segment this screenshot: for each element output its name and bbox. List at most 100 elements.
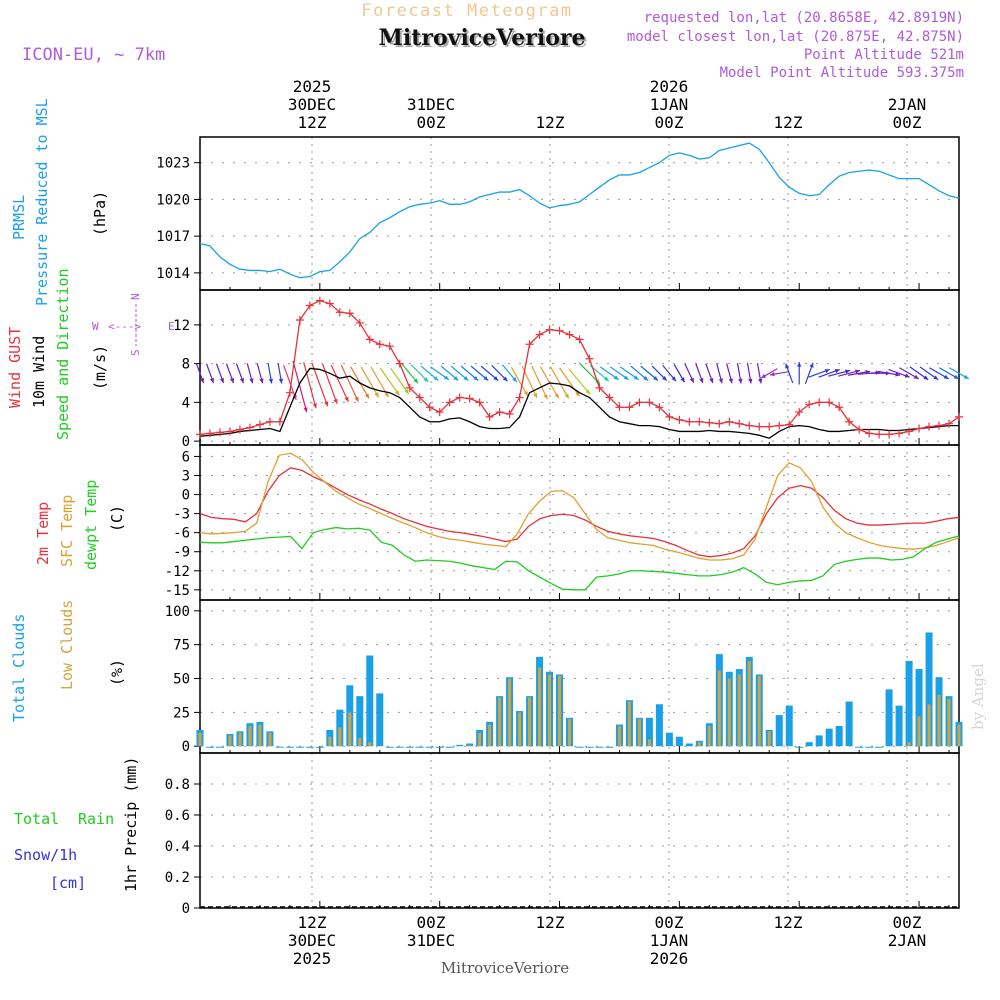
gust-marker bbox=[645, 398, 654, 407]
bottom-time-label: 30DEC bbox=[288, 931, 336, 950]
ytick-label: 100 bbox=[165, 604, 190, 620]
wind-arrow-head bbox=[219, 378, 225, 383]
bottom-time-label: 00Z bbox=[893, 913, 922, 932]
low-cloud-bar bbox=[927, 704, 931, 747]
ytick-label: -6 bbox=[173, 526, 190, 542]
wind-arrow-head bbox=[633, 375, 639, 380]
wind-arrow-head bbox=[384, 392, 389, 398]
wind-arrow-head bbox=[564, 393, 569, 399]
total-cloud-bar bbox=[845, 701, 853, 747]
cloud-label: Low Clouds bbox=[58, 600, 76, 690]
low-cloud-bar bbox=[767, 731, 771, 747]
gust-marker bbox=[375, 340, 384, 349]
total-cloud-bar bbox=[915, 669, 923, 747]
point-altitude: Point Altitude 521m bbox=[804, 47, 964, 63]
gust-marker bbox=[745, 421, 754, 430]
requested-coords: requested lon,lat (20.8658E, 42.8919N) bbox=[644, 10, 964, 26]
total-cloud-bar bbox=[685, 743, 693, 747]
gust-marker bbox=[815, 398, 824, 407]
wind-arrow-head bbox=[312, 403, 317, 409]
wind-arrow bbox=[322, 363, 338, 404]
gust-marker bbox=[555, 326, 564, 335]
total-cloud-bar bbox=[456, 744, 464, 747]
dewpt-line bbox=[199, 526, 960, 591]
gust-marker bbox=[765, 422, 774, 431]
top-time-label: 00Z bbox=[893, 113, 922, 132]
low-cloud-bar bbox=[348, 712, 352, 747]
wind-arrow bbox=[558, 367, 581, 397]
cloud-unit: (%) bbox=[108, 659, 126, 686]
low-cloud-bar bbox=[518, 712, 522, 747]
station-title: MitroviceVeriore bbox=[381, 27, 588, 53]
wind-arrow-head bbox=[239, 378, 244, 383]
wind-arrow-head bbox=[344, 396, 349, 402]
gust-marker bbox=[455, 393, 464, 402]
gust-marker bbox=[905, 427, 914, 436]
gust-marker bbox=[335, 308, 344, 317]
wind-arrow-head bbox=[623, 375, 629, 380]
gust-marker bbox=[805, 400, 814, 409]
wind-arrow-head bbox=[834, 368, 840, 374]
low-cloud-bar bbox=[478, 732, 482, 747]
wind-arrow-head bbox=[554, 393, 559, 399]
temp-unit: (C) bbox=[108, 505, 126, 532]
gust-marker bbox=[715, 419, 724, 428]
panel-frame-clouds bbox=[199, 599, 960, 754]
total-cloud-bar bbox=[645, 717, 653, 747]
bottom-time-label: 2025 bbox=[293, 949, 332, 968]
wind-arrow-head bbox=[943, 374, 949, 379]
bottom-time-label: 12Z bbox=[536, 913, 565, 932]
low-cloud-bar bbox=[617, 725, 621, 747]
precip-label-total: Total bbox=[14, 810, 59, 828]
wind-arrow-head bbox=[603, 376, 609, 382]
pressure-label: Pressure Reduced to MSL bbox=[33, 98, 51, 306]
gust-marker bbox=[355, 318, 364, 327]
wind-arrow-head bbox=[738, 378, 743, 384]
wind-arrow-head bbox=[855, 369, 860, 374]
low-cloud-bar bbox=[198, 732, 202, 747]
wind-label: Speed and Direction bbox=[54, 268, 72, 440]
bottom-time-label: 12Z bbox=[298, 913, 327, 932]
gust-marker bbox=[345, 309, 354, 318]
ytick-label: 50 bbox=[173, 672, 190, 688]
wind-arrow-head bbox=[671, 376, 677, 382]
gust-marker bbox=[545, 325, 554, 334]
wind-arrow-head bbox=[443, 375, 449, 380]
gust-marker bbox=[935, 421, 944, 430]
cloud-label: Total Clouds bbox=[10, 614, 28, 722]
gust-marker bbox=[955, 412, 963, 421]
low-cloud-bar bbox=[917, 716, 921, 747]
gust-marker bbox=[785, 420, 794, 429]
gust-marker bbox=[705, 418, 714, 427]
total-cloud-bar bbox=[825, 728, 833, 747]
wind-arrow-head bbox=[433, 375, 439, 381]
low-cloud-bar bbox=[957, 724, 961, 747]
ytick-label: 0 bbox=[182, 434, 190, 450]
wind-arrow bbox=[283, 365, 297, 401]
wind-arrow-head bbox=[543, 394, 548, 400]
top-time-label: 00Z bbox=[655, 113, 684, 132]
ytick-label: 3 bbox=[182, 468, 190, 484]
top-time-label: 12Z bbox=[298, 113, 327, 132]
total-cloud-bar bbox=[785, 705, 793, 747]
low-cloud-bar bbox=[528, 697, 532, 747]
low-cloud-bar bbox=[498, 697, 502, 747]
wind-arrow-head bbox=[483, 375, 489, 381]
gust-marker bbox=[495, 408, 504, 417]
gust-marker bbox=[725, 417, 734, 426]
pressure-line bbox=[199, 142, 960, 279]
gust-marker bbox=[255, 420, 264, 429]
gust-marker bbox=[475, 398, 484, 407]
top-time-label: 2025 bbox=[293, 77, 332, 96]
wind-arrow-head bbox=[413, 378, 419, 384]
gust-marker bbox=[835, 403, 844, 412]
low-cloud-bar bbox=[548, 674, 552, 747]
low-cloud-bar bbox=[368, 742, 372, 747]
gust-marker bbox=[275, 417, 284, 426]
gust-marker bbox=[615, 403, 624, 412]
wind-arrow-head bbox=[209, 378, 215, 383]
footer-station: MitroviceVeriore bbox=[441, 959, 569, 977]
wind-arrow bbox=[370, 366, 390, 398]
gust-marker bbox=[225, 427, 234, 436]
